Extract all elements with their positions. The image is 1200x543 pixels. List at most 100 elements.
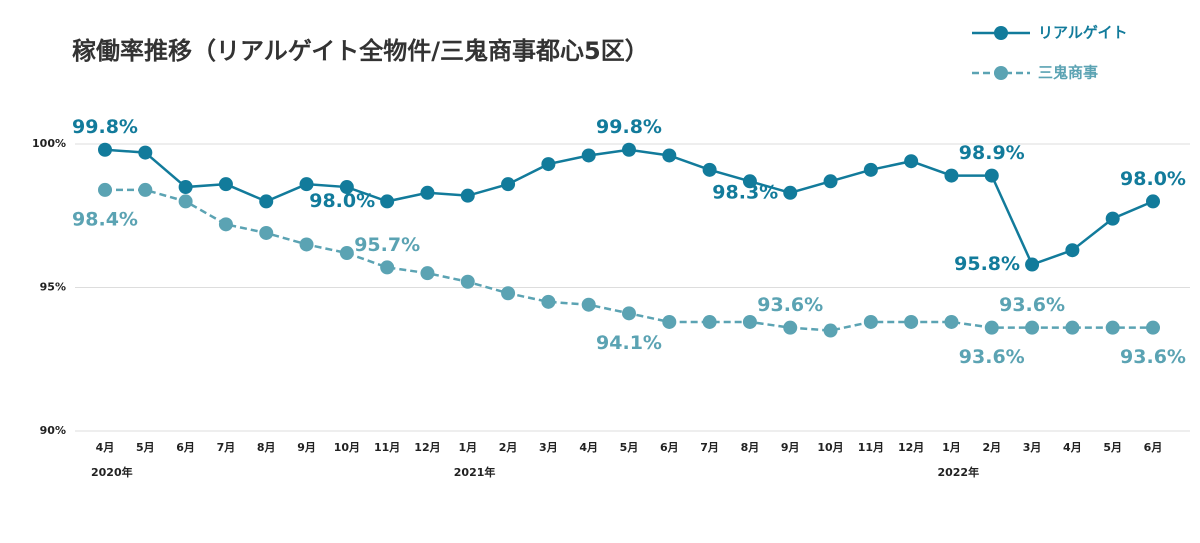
data-point bbox=[904, 154, 919, 169]
x-tick-label: 7月 bbox=[700, 441, 719, 454]
x-tick-label: 4月 bbox=[579, 441, 598, 454]
legend-label: 三鬼商事 bbox=[1038, 64, 1098, 82]
x-tick-label: 5月 bbox=[1103, 441, 1122, 454]
data-point bbox=[541, 157, 556, 172]
data-point bbox=[1105, 211, 1120, 226]
legend-marker bbox=[994, 66, 1008, 80]
data-label: 98.0% bbox=[309, 190, 375, 212]
y-tick-label: 90% bbox=[40, 424, 66, 437]
x-tick-label: 7月 bbox=[217, 441, 236, 454]
data-label: 93.6% bbox=[999, 294, 1065, 316]
data-point bbox=[218, 217, 233, 232]
data-point bbox=[541, 294, 556, 309]
data-point bbox=[622, 142, 636, 157]
data-label: 98.3% bbox=[712, 181, 778, 203]
x-tick-label: 2月 bbox=[499, 441, 518, 454]
data-point bbox=[299, 177, 314, 192]
data-point bbox=[662, 314, 677, 329]
x-tick-label: 11月 bbox=[374, 441, 400, 454]
data-point bbox=[984, 168, 999, 183]
data-point bbox=[944, 314, 959, 329]
y-tick-label: 95% bbox=[40, 281, 66, 294]
data-label: 93.6% bbox=[757, 294, 823, 316]
data-label: 99.8% bbox=[72, 116, 138, 138]
data-point bbox=[823, 174, 838, 189]
data-point bbox=[1025, 257, 1040, 272]
x-tick-label: 5月 bbox=[620, 441, 639, 454]
x-tick-label: 12月 bbox=[414, 441, 440, 454]
x-tick-label: 10月 bbox=[817, 441, 843, 454]
data-point bbox=[218, 177, 233, 192]
data-point bbox=[380, 260, 395, 275]
data-point bbox=[138, 182, 153, 197]
data-label: 98.9% bbox=[959, 142, 1025, 164]
data-point bbox=[339, 180, 354, 195]
data-label: 95.8% bbox=[954, 253, 1020, 275]
data-point bbox=[1065, 243, 1080, 258]
data-label: 98.0% bbox=[1120, 168, 1186, 190]
data-point bbox=[823, 323, 838, 338]
x-tick-label: 8月 bbox=[257, 441, 276, 454]
x-group-label: 2020年 bbox=[91, 465, 133, 479]
data-point bbox=[904, 314, 919, 329]
x-tick-label: 6月 bbox=[660, 441, 679, 454]
data-point bbox=[581, 297, 596, 312]
y-tick-label: 100% bbox=[32, 137, 66, 150]
data-point bbox=[662, 148, 677, 163]
data-point bbox=[420, 185, 435, 200]
data-point bbox=[581, 148, 596, 163]
data-point bbox=[501, 286, 516, 301]
x-tick-label: 4月 bbox=[96, 441, 115, 454]
data-point bbox=[339, 246, 354, 261]
series-line bbox=[104, 148, 1154, 267]
data-point bbox=[984, 320, 999, 335]
data-point bbox=[259, 225, 274, 240]
data-label: 98.4% bbox=[72, 208, 138, 230]
x-tick-label: 4月 bbox=[1063, 441, 1082, 454]
data-point bbox=[299, 237, 314, 252]
data-label: 93.6% bbox=[1120, 346, 1186, 368]
data-point bbox=[460, 188, 475, 203]
x-tick-label: 1月 bbox=[942, 441, 961, 454]
x-tick-label: 6月 bbox=[176, 441, 195, 454]
x-group-label: 2022年 bbox=[937, 465, 979, 479]
data-point bbox=[1065, 320, 1080, 335]
data-point bbox=[98, 142, 112, 157]
x-tick-label: 11月 bbox=[858, 441, 884, 454]
x-tick-label: 12月 bbox=[898, 441, 924, 454]
data-point bbox=[420, 266, 435, 281]
data-point bbox=[1146, 194, 1160, 209]
data-label: 99.8% bbox=[596, 116, 662, 138]
data-point bbox=[460, 274, 475, 289]
x-tick-label: 9月 bbox=[297, 441, 316, 454]
data-point bbox=[783, 185, 798, 200]
x-tick-label: 5月 bbox=[136, 441, 155, 454]
data-point bbox=[702, 314, 717, 329]
data-label: 94.1% bbox=[596, 332, 662, 354]
x-tick-label: 1月 bbox=[458, 441, 477, 454]
data-point bbox=[1105, 320, 1120, 335]
data-point bbox=[742, 314, 757, 329]
data-label: 93.6% bbox=[959, 346, 1025, 368]
x-tick-label: 6月 bbox=[1144, 441, 1163, 454]
data-point bbox=[138, 145, 153, 160]
data-point bbox=[783, 320, 798, 335]
data-point bbox=[863, 162, 878, 177]
chart-title: 稼働率推移（リアルゲイト全物件/三鬼商事都心5区） bbox=[72, 37, 649, 65]
data-point bbox=[742, 174, 757, 189]
x-tick-label: 3月 bbox=[1023, 441, 1042, 454]
x-tick-label: 9月 bbox=[781, 441, 800, 454]
data-point bbox=[178, 180, 193, 195]
data-point bbox=[98, 182, 112, 197]
data-point bbox=[1025, 320, 1040, 335]
x-tick-label: 8月 bbox=[741, 441, 760, 454]
data-point bbox=[178, 194, 193, 209]
x-tick-label: 2月 bbox=[982, 441, 1001, 454]
legend-marker bbox=[994, 26, 1008, 40]
data-point bbox=[501, 177, 516, 192]
data-point bbox=[1146, 320, 1160, 335]
legend-label: リアルゲイト bbox=[1038, 24, 1128, 42]
data-point bbox=[259, 194, 274, 209]
data-point bbox=[702, 162, 717, 177]
x-tick-label: 3月 bbox=[539, 441, 558, 454]
